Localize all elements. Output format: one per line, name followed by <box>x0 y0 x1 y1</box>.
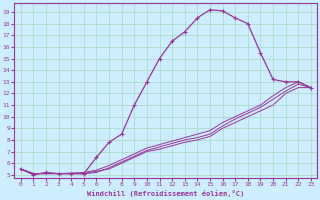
X-axis label: Windchill (Refroidissement éolien,°C): Windchill (Refroidissement éolien,°C) <box>87 190 244 197</box>
